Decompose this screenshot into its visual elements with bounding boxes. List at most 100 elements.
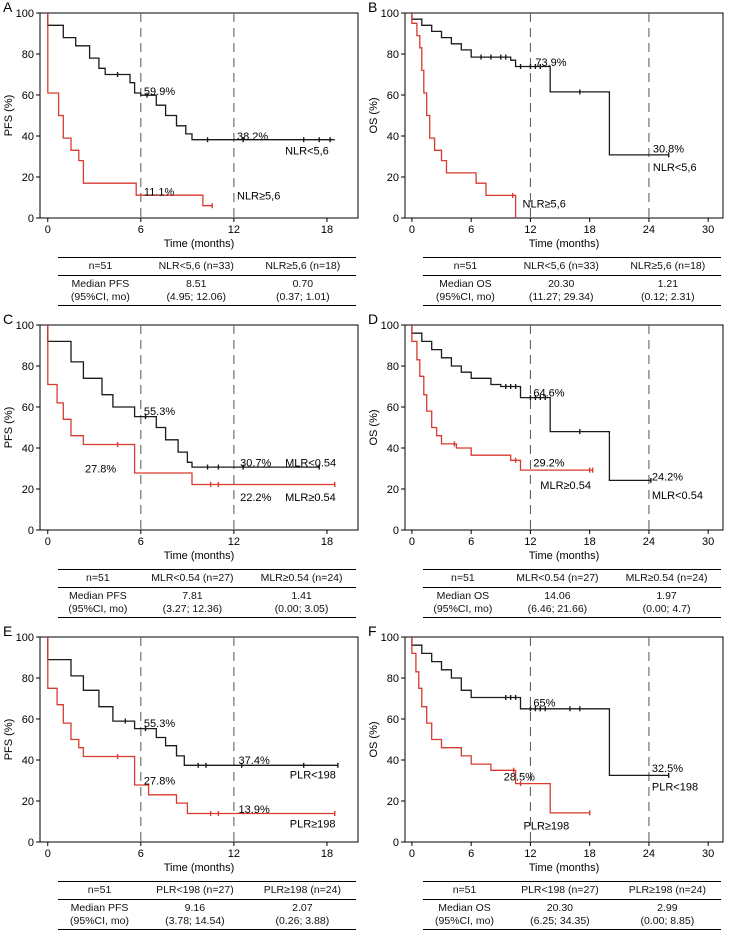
x-tick-label: 6 xyxy=(468,536,474,548)
table-cell-median-2: 1.97 xyxy=(656,590,677,602)
x-tick-label: 6 xyxy=(138,536,144,548)
y-tick-label: 100 xyxy=(16,632,34,644)
x-tick-label: 30 xyxy=(702,224,714,236)
survival-curve xyxy=(47,13,335,141)
table-header-n: n=51 xyxy=(423,569,503,588)
x-tick-label: 0 xyxy=(45,536,51,548)
y-tick-label: 0 xyxy=(393,837,399,849)
panel-A: A 0 20 40 60 80 100 0 6 12 18 Time (months) PFS (%) 5… xyxy=(0,0,364,312)
x-axis-label: Time (months) xyxy=(529,550,600,562)
survival-curve xyxy=(47,325,335,486)
plot-frame xyxy=(404,12,724,219)
table-cell-ci-2: (0.12; 2.31) xyxy=(614,290,721,306)
annotation-label: 28.5% xyxy=(504,771,535,783)
y-tick-label: 40 xyxy=(387,131,399,143)
stats-table: n=51 NLR<5,6 (n=33) NLR≥5,6 (n=18) Median … xyxy=(58,257,356,306)
annotation-label: 30.8% xyxy=(653,143,684,155)
annotation-label: 38.2% xyxy=(237,131,268,143)
x-axis-label: Time (months) xyxy=(164,550,235,562)
table-header-group2: NLR≥5,6 (n=18) xyxy=(249,257,356,276)
plot-frame xyxy=(404,636,724,843)
stats-table: n=51 MLR<0.54 (n=27) MLR≥0.54 (n=24) Media… xyxy=(58,569,356,618)
table-cell-ci-1: (11.27; 29.34) xyxy=(507,290,615,306)
panel-label: E xyxy=(3,624,12,639)
table-cell-ci-2: (0.00; 3.05) xyxy=(247,602,356,618)
table-header-group2: MLR≥0.54 (n=24) xyxy=(247,569,356,588)
survival-curve xyxy=(47,637,338,766)
y-tick-label: 100 xyxy=(16,8,34,20)
km-plot: D 0 20 40 60 80 100 0 6 12 18 24 30 Time (months) OS (… xyxy=(368,312,724,562)
panel-label: F xyxy=(368,624,377,639)
table-header-group2: PLR≥198 (n=24) xyxy=(613,881,721,900)
survival-curve xyxy=(411,325,593,471)
x-axis-label: Time (months) xyxy=(164,238,235,250)
km-plot: E 0 20 40 60 80 100 0 6 12 18 Time (months) PFS (%) 5… xyxy=(3,624,359,874)
table-row-label: (95%CI, mo) xyxy=(423,290,508,306)
plot-frame xyxy=(39,324,359,531)
x-axis-label: Time (months) xyxy=(529,862,600,874)
annotation-label: NLR≥5,6 xyxy=(523,199,566,211)
survival-curve xyxy=(47,325,320,468)
y-tick-label: 100 xyxy=(16,320,34,332)
x-tick-label: 0 xyxy=(409,224,415,236)
table-header-n: n=51 xyxy=(423,257,508,276)
y-tick-label: 40 xyxy=(387,755,399,767)
annotation-label: MLR<0.54 xyxy=(285,457,336,469)
y-axis-label: OS (%) xyxy=(368,97,380,133)
table-header-n: n=51 xyxy=(58,569,138,588)
y-tick-label: 0 xyxy=(28,837,34,849)
annotation-label: 24.2% xyxy=(652,472,683,484)
table-header-group2: PLR≥198 (n=24) xyxy=(248,881,356,900)
y-tick-label: 20 xyxy=(22,172,34,184)
panel-label: A xyxy=(3,0,13,15)
table-cell-ci-1: (3.27; 12.36) xyxy=(137,602,248,618)
annotation-label: 59.9% xyxy=(144,86,175,98)
plot-frame xyxy=(39,636,359,843)
annotation-label: 27.8% xyxy=(85,464,116,476)
km-plot: F 0 20 40 60 80 100 0 6 12 18 24 30 Time (months) OS (… xyxy=(368,624,724,874)
table-cell-ci-2: (0.00; 8.85) xyxy=(613,914,721,930)
panel-D: D 0 20 40 60 80 100 0 6 12 18 24 30 Time (months) OS (… xyxy=(365,312,729,624)
km-plot: C 0 20 40 60 80 100 0 6 12 18 Time (months) PFS (%) 5… xyxy=(3,312,359,562)
x-tick-label: 12 xyxy=(524,536,536,548)
survival-curve xyxy=(411,325,651,482)
x-tick-label: 18 xyxy=(584,536,596,548)
y-tick-label: 80 xyxy=(22,49,34,61)
y-tick-label: 20 xyxy=(387,796,399,808)
x-tick-label: 0 xyxy=(409,536,415,548)
x-tick-label: 24 xyxy=(643,536,655,548)
annotation-label: 30.7% xyxy=(240,457,271,469)
table-cell-median-1: 7.81 xyxy=(182,590,203,602)
table-row-label: (95%CI, mo) xyxy=(58,602,138,618)
y-tick-label: 40 xyxy=(22,755,34,767)
table-header-group1: MLR<0.54 (n=27) xyxy=(502,569,613,588)
plot-frame xyxy=(404,324,724,531)
y-axis-label: PFS (%) xyxy=(3,407,15,449)
stats-table: n=51 MLR<0.54 (n=27) MLR≥0.54 (n=24) Media… xyxy=(423,569,721,618)
y-tick-label: 80 xyxy=(387,673,399,685)
table-cell-median-2: 1.21 xyxy=(657,278,679,290)
y-tick-label: 80 xyxy=(387,361,399,373)
y-tick-label: 0 xyxy=(393,525,399,537)
y-tick-label: 100 xyxy=(381,320,399,332)
table-cell-ci-1: (3.78; 14.54) xyxy=(141,914,249,930)
y-tick-label: 0 xyxy=(393,213,399,225)
y-axis-label: OS (%) xyxy=(368,409,380,445)
survival-curve xyxy=(411,13,669,156)
y-axis-label: PFS (%) xyxy=(3,719,15,761)
y-tick-label: 20 xyxy=(22,796,34,808)
x-tick-label: 12 xyxy=(524,224,536,236)
annotation-label: 27.8% xyxy=(144,776,175,788)
y-tick-label: 20 xyxy=(22,484,34,496)
x-tick-label: 24 xyxy=(643,224,655,236)
table-cell-median-2: 2.07 xyxy=(292,902,313,914)
table-header-n: n=51 xyxy=(58,881,142,900)
y-tick-label: 100 xyxy=(381,632,399,644)
annotation-label: 22.2% xyxy=(240,492,271,504)
stats-table: n=51 NLR<5,6 (n=33) NLR≥5,6 (n=18) Median … xyxy=(423,257,721,306)
y-tick-label: 80 xyxy=(22,673,34,685)
panel-B: B 0 20 40 60 80 100 0 6 12 18 24 30 Time (months) OS (… xyxy=(365,0,729,312)
annotation-label: 55.3% xyxy=(144,406,175,418)
table-header-group1: MLR<0.54 (n=27) xyxy=(137,569,248,588)
x-tick-label: 12 xyxy=(228,224,240,236)
